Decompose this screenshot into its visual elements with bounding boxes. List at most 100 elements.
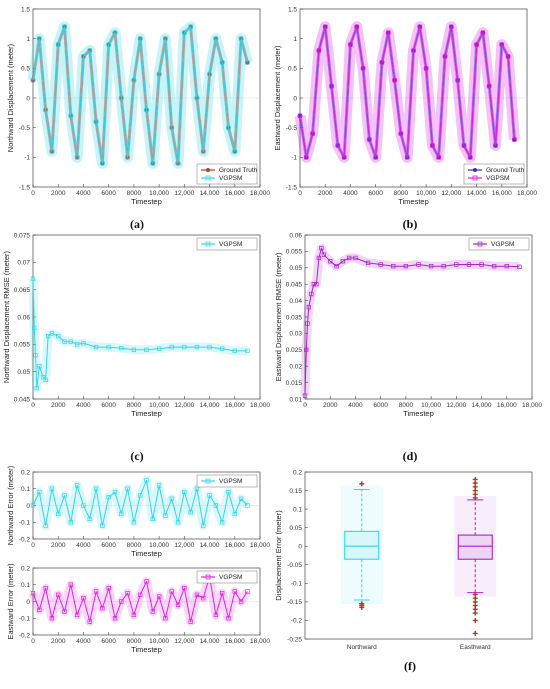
series-point bbox=[480, 30, 486, 35]
y-tick-label: 0.045 bbox=[14, 396, 31, 403]
series-point bbox=[37, 364, 42, 369]
legend-marker bbox=[205, 241, 211, 247]
series-point bbox=[311, 282, 316, 287]
axes-frame bbox=[304, 471, 533, 640]
x-tick-label: 0 bbox=[298, 190, 302, 197]
series-point bbox=[517, 264, 522, 269]
y-tick-label: -0.1 bbox=[291, 581, 303, 588]
series-line bbox=[32, 278, 248, 389]
series-point bbox=[329, 83, 334, 89]
series-point bbox=[436, 155, 441, 160]
y-tick-label: 0.055 bbox=[14, 342, 31, 349]
series-point bbox=[391, 264, 396, 269]
legend-label: VGPSM bbox=[219, 574, 242, 581]
series-point bbox=[150, 609, 155, 614]
panel-label: (d) bbox=[403, 449, 418, 463]
y-tick-label: 0.03 bbox=[289, 331, 302, 338]
legend-box bbox=[468, 237, 530, 251]
x-tick-label: 4000 bbox=[343, 190, 358, 197]
series-point bbox=[37, 36, 42, 41]
series-point bbox=[348, 42, 353, 47]
series-point bbox=[125, 486, 130, 491]
y-tick-label: 0.035 bbox=[286, 314, 303, 321]
x-tick-label: 16,000 bbox=[225, 542, 245, 549]
series-point bbox=[100, 606, 105, 611]
series-point bbox=[43, 107, 48, 113]
series-point bbox=[479, 262, 484, 267]
x-tick-label: 10,000 bbox=[149, 638, 169, 645]
series-point bbox=[449, 24, 454, 29]
x-tick-label: 2000 bbox=[51, 638, 66, 645]
series-point bbox=[220, 590, 225, 596]
x-tick-label: 18,000 bbox=[517, 190, 537, 197]
y-tick-label: 1.5 bbox=[21, 6, 30, 13]
y-tick-label: 0.1 bbox=[293, 506, 302, 513]
y-axis-label: Eastward Displacement (meter) bbox=[273, 45, 282, 151]
series-point bbox=[316, 255, 322, 261]
x-axis-label: Timestep bbox=[398, 197, 429, 206]
y-tick-label: 0.1 bbox=[21, 486, 30, 493]
x-tick-label: 12,000 bbox=[174, 542, 194, 549]
x-tick-label: 0 bbox=[31, 542, 35, 549]
series-point bbox=[367, 137, 372, 142]
series-point bbox=[87, 619, 92, 624]
legend: VGPSM bbox=[196, 570, 258, 584]
series-point bbox=[245, 60, 250, 65]
series-point bbox=[416, 262, 421, 267]
legend-box bbox=[196, 474, 258, 488]
series-point bbox=[455, 78, 460, 83]
series-point bbox=[74, 483, 80, 488]
series-point bbox=[323, 24, 328, 29]
series-point bbox=[378, 262, 383, 267]
series-point bbox=[37, 607, 42, 613]
x-tick-label: 14,000 bbox=[200, 402, 220, 409]
chart-panel-e2: 0 2000 4000 6000 8000 10,000 12,000 14,000 16,00… bbox=[6, 563, 270, 654]
x-tick-label: 10,000 bbox=[149, 190, 169, 197]
series-point bbox=[245, 348, 250, 354]
series-point bbox=[213, 36, 219, 41]
series-point bbox=[150, 161, 155, 166]
x-tick-label: 6000 bbox=[101, 402, 116, 409]
series-point bbox=[213, 503, 219, 508]
x-tick-label: 0 bbox=[31, 402, 35, 409]
series-point bbox=[119, 95, 124, 101]
x-tick-label: 6000 bbox=[368, 190, 383, 197]
series-point bbox=[220, 520, 225, 525]
series-point bbox=[232, 149, 237, 154]
y-tick-label: 1 bbox=[293, 36, 297, 43]
series-point bbox=[87, 48, 92, 53]
series-point bbox=[156, 483, 162, 488]
series-point bbox=[474, 42, 479, 47]
series-point bbox=[182, 344, 187, 350]
series-point bbox=[74, 342, 80, 347]
series-point bbox=[125, 155, 130, 160]
y-tick-label: 0.065 bbox=[14, 287, 31, 294]
series-point bbox=[220, 60, 225, 65]
x-tick-label: 10,000 bbox=[416, 190, 436, 197]
y-tick-label: 0 bbox=[26, 599, 30, 606]
y-tick-label: 0.075 bbox=[14, 232, 31, 239]
y-tick-label: 1 bbox=[26, 36, 30, 43]
series-point bbox=[207, 493, 212, 498]
x-tick-label: 6000 bbox=[101, 190, 116, 197]
series-point bbox=[49, 149, 55, 154]
panel-label: (c) bbox=[130, 449, 143, 463]
y-tick-label: 0.5 bbox=[288, 66, 297, 73]
panel-label: (a) bbox=[130, 217, 144, 231]
y-tick-label: -1 bbox=[291, 155, 297, 162]
series-point bbox=[106, 494, 111, 500]
series-point bbox=[106, 42, 111, 47]
x-tick-label: 4000 bbox=[348, 402, 363, 409]
x-tick-label: 18,000 bbox=[250, 190, 270, 197]
series-point bbox=[106, 344, 111, 350]
x-tick-label: 14,000 bbox=[200, 542, 220, 549]
series-point bbox=[321, 252, 327, 257]
y-tick-label: 0.5 bbox=[21, 66, 30, 73]
series-point bbox=[68, 582, 73, 587]
x-tick-label: 14,000 bbox=[200, 190, 220, 197]
y-tick-label: 0.04 bbox=[289, 298, 302, 305]
series-point bbox=[220, 346, 225, 351]
series-point bbox=[442, 54, 448, 59]
x-tick-label: 8000 bbox=[399, 402, 414, 409]
